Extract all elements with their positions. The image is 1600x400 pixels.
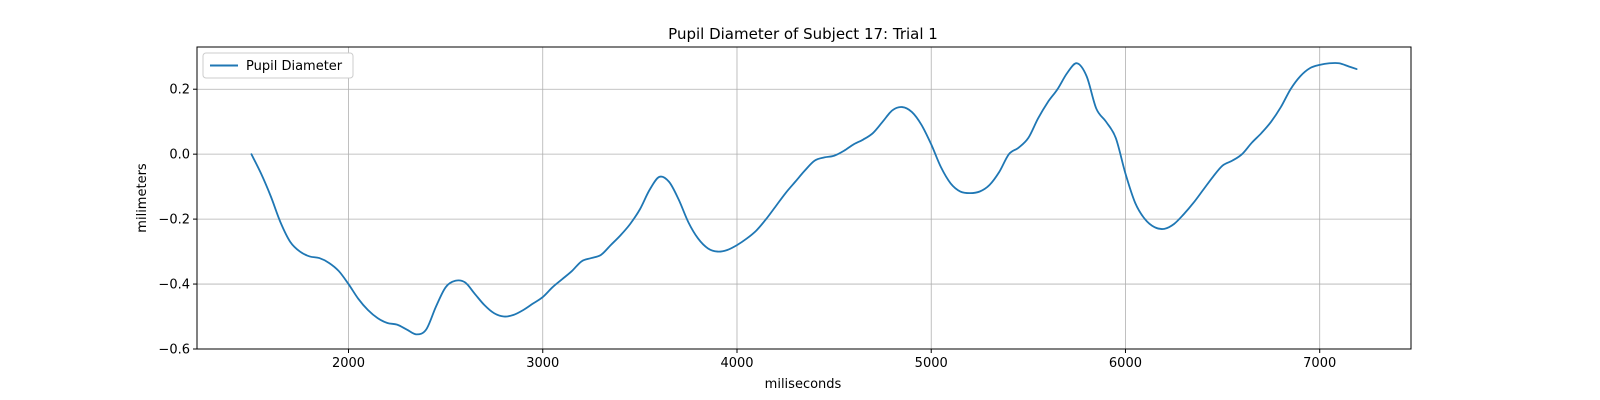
y-tick-label: −0.6 [158, 343, 190, 358]
y-tick-label: 0.2 [169, 83, 190, 98]
legend-box [202, 52, 354, 79]
grid [197, 47, 1411, 350]
x-tick-label: 7000 [1303, 356, 1336, 371]
legend: Pupil Diameter [202, 52, 354, 79]
x-tick-label: 4000 [720, 356, 753, 371]
x-tick-label: 6000 [1109, 356, 1142, 371]
y-tick-label: 0.0 [169, 148, 190, 163]
axis-ticks: 2000 3000 4000 5000 6000 7000 −0.6 −0.4 −0.2 0.0 0… [158, 83, 1336, 371]
y-tick-label: −0.2 [158, 213, 190, 228]
x-tick-label: 2000 [332, 356, 365, 371]
series-layer [250, 62, 1358, 336]
chart-title: Pupil Diameter of Subject 17: Trial 1 [668, 25, 938, 43]
plot-frame [196, 46, 1412, 350]
y-axis-label: milimeters [135, 163, 150, 233]
x-tick-label: 3000 [526, 356, 559, 371]
y-tick-label: −0.4 [158, 278, 190, 293]
x-tick-label: 5000 [915, 356, 948, 371]
series-line-pupil-diameter [250, 62, 1358, 336]
x-axis-label: miliseconds [765, 377, 842, 392]
legend-label: Pupil Diameter [246, 59, 343, 74]
